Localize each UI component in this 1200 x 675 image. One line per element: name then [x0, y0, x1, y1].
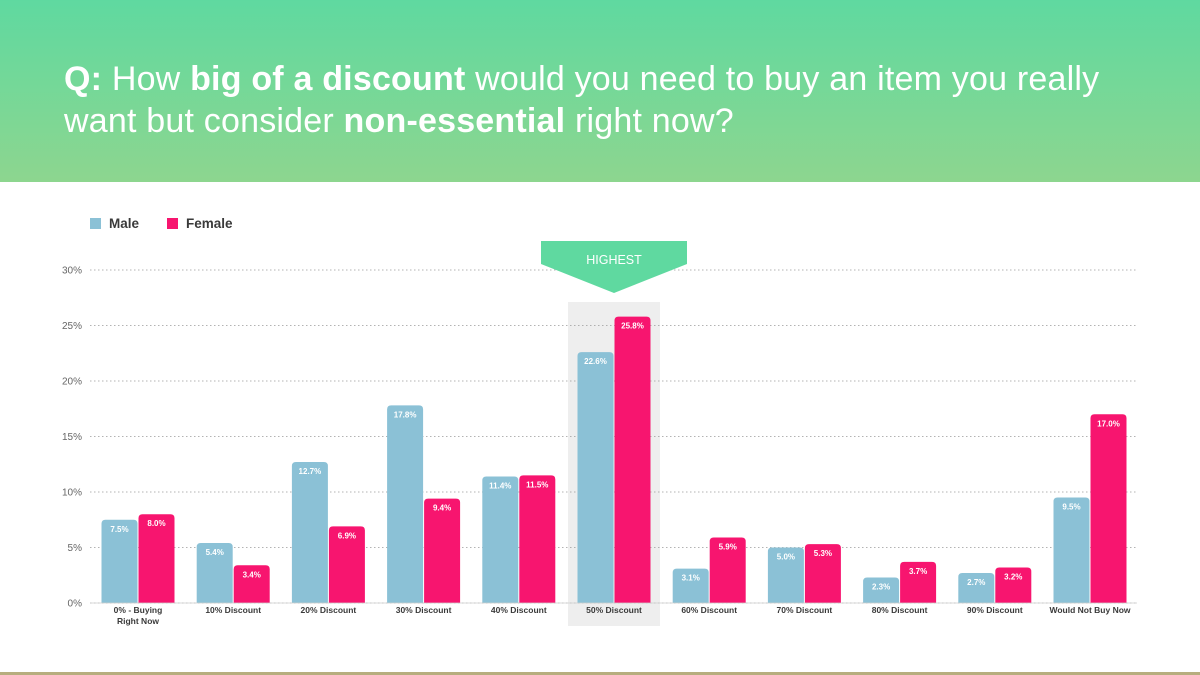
- female-bar: [709, 537, 746, 603]
- question-part-5: right now?: [565, 102, 734, 140]
- male-bar: [767, 547, 804, 603]
- male-bar: [196, 543, 233, 603]
- female-bar: [804, 544, 841, 603]
- y-tick-label: 30%: [62, 266, 82, 277]
- female-bar: [233, 565, 270, 603]
- female-bar: [614, 316, 651, 603]
- legend-swatch-female: [167, 217, 179, 229]
- male-value-label: 3.1%: [682, 574, 700, 583]
- legend-label-male: Male: [109, 215, 140, 231]
- x-tick-label: 10% Discount: [205, 605, 261, 615]
- x-tick-label: 40% Discount: [491, 605, 547, 615]
- footer-rule: [0, 672, 1200, 675]
- x-tick-label: 20% Discount: [301, 605, 357, 615]
- male-bar: [958, 573, 995, 603]
- highlight-arrow: [541, 241, 687, 293]
- question-title: Q: How big of a discount would you need …: [64, 58, 1164, 142]
- male-value-label: 17.8%: [394, 410, 417, 419]
- male-value-label: 5.4%: [206, 548, 224, 557]
- header-banner: Q: How big of a discount would you need …: [0, 0, 1200, 182]
- x-tick-label: Would Not Buy Now: [1049, 605, 1130, 615]
- female-value-label: 5.9%: [719, 543, 737, 552]
- male-bar: [291, 462, 328, 603]
- male-bar: [577, 352, 614, 603]
- male-value-label: 7.5%: [110, 525, 128, 534]
- female-value-label: 3.2%: [1004, 572, 1022, 581]
- female-bar: [138, 514, 175, 603]
- male-value-label: 5.0%: [777, 553, 795, 562]
- male-bar: [101, 519, 138, 603]
- x-tick-label: 90% Discount: [967, 605, 1023, 615]
- female-bar: [519, 475, 556, 603]
- female-value-label: 5.3%: [814, 549, 832, 558]
- female-value-label: 17.0%: [1097, 419, 1120, 428]
- male-bar: [387, 405, 424, 603]
- y-tick-label: 0%: [68, 599, 83, 610]
- question-part-2: big of a discount: [190, 60, 466, 98]
- female-value-label: 11.5%: [526, 480, 548, 489]
- legend-item-male: Male: [90, 216, 139, 231]
- female-value-label: 3.4%: [243, 570, 261, 579]
- female-value-label: 25.8%: [621, 322, 644, 331]
- male-value-label: 2.7%: [967, 578, 985, 587]
- female-bar: [1090, 414, 1127, 603]
- male-bar: [863, 577, 900, 603]
- female-bar: [995, 567, 1032, 603]
- x-tick-label: Right Now: [117, 616, 159, 626]
- y-tick-label: 15%: [62, 432, 82, 443]
- female-value-label: 9.4%: [433, 504, 451, 513]
- male-bar: [1053, 497, 1090, 603]
- y-tick-label: 10%: [62, 488, 82, 499]
- y-tick-label: 20%: [62, 377, 82, 388]
- question-part-3: would you need to buy an item you really…: [64, 60, 1100, 140]
- male-value-label: 11.4%: [489, 481, 511, 490]
- male-bar: [672, 568, 709, 603]
- male-value-label: 9.5%: [1062, 503, 1080, 512]
- chart-legend: Male Female: [90, 212, 261, 234]
- highlight-label: HIGHEST: [586, 253, 642, 267]
- male-bar: [482, 476, 519, 603]
- female-bar: [900, 561, 937, 603]
- male-value-label: 12.7%: [299, 467, 322, 476]
- question-part-0: Q:: [64, 60, 103, 98]
- y-tick-label: 25%: [62, 321, 82, 332]
- y-tick-label: 5%: [68, 543, 83, 554]
- x-tick-label: 50% Discount: [586, 605, 642, 615]
- female-bar: [328, 526, 365, 603]
- question-part-1: How: [102, 60, 191, 98]
- x-tick-label: 30% Discount: [396, 605, 452, 615]
- female-value-label: 3.7%: [909, 567, 927, 576]
- female-value-label: 6.9%: [338, 531, 356, 540]
- x-tick-label: 0% - Buying: [114, 605, 163, 615]
- legend-item-female: Female: [167, 216, 233, 231]
- male-value-label: 2.3%: [872, 582, 890, 591]
- question-part-4: non-essential: [343, 102, 566, 140]
- female-bar: [424, 498, 461, 603]
- x-tick-label: 70% Discount: [777, 605, 833, 615]
- x-tick-label: 80% Discount: [872, 605, 928, 615]
- female-value-label: 8.0%: [147, 519, 165, 528]
- legend-label-female: Female: [186, 215, 233, 231]
- male-value-label: 22.6%: [584, 357, 607, 366]
- x-tick-label: 60% Discount: [681, 605, 737, 615]
- legend-swatch-male: [90, 217, 101, 229]
